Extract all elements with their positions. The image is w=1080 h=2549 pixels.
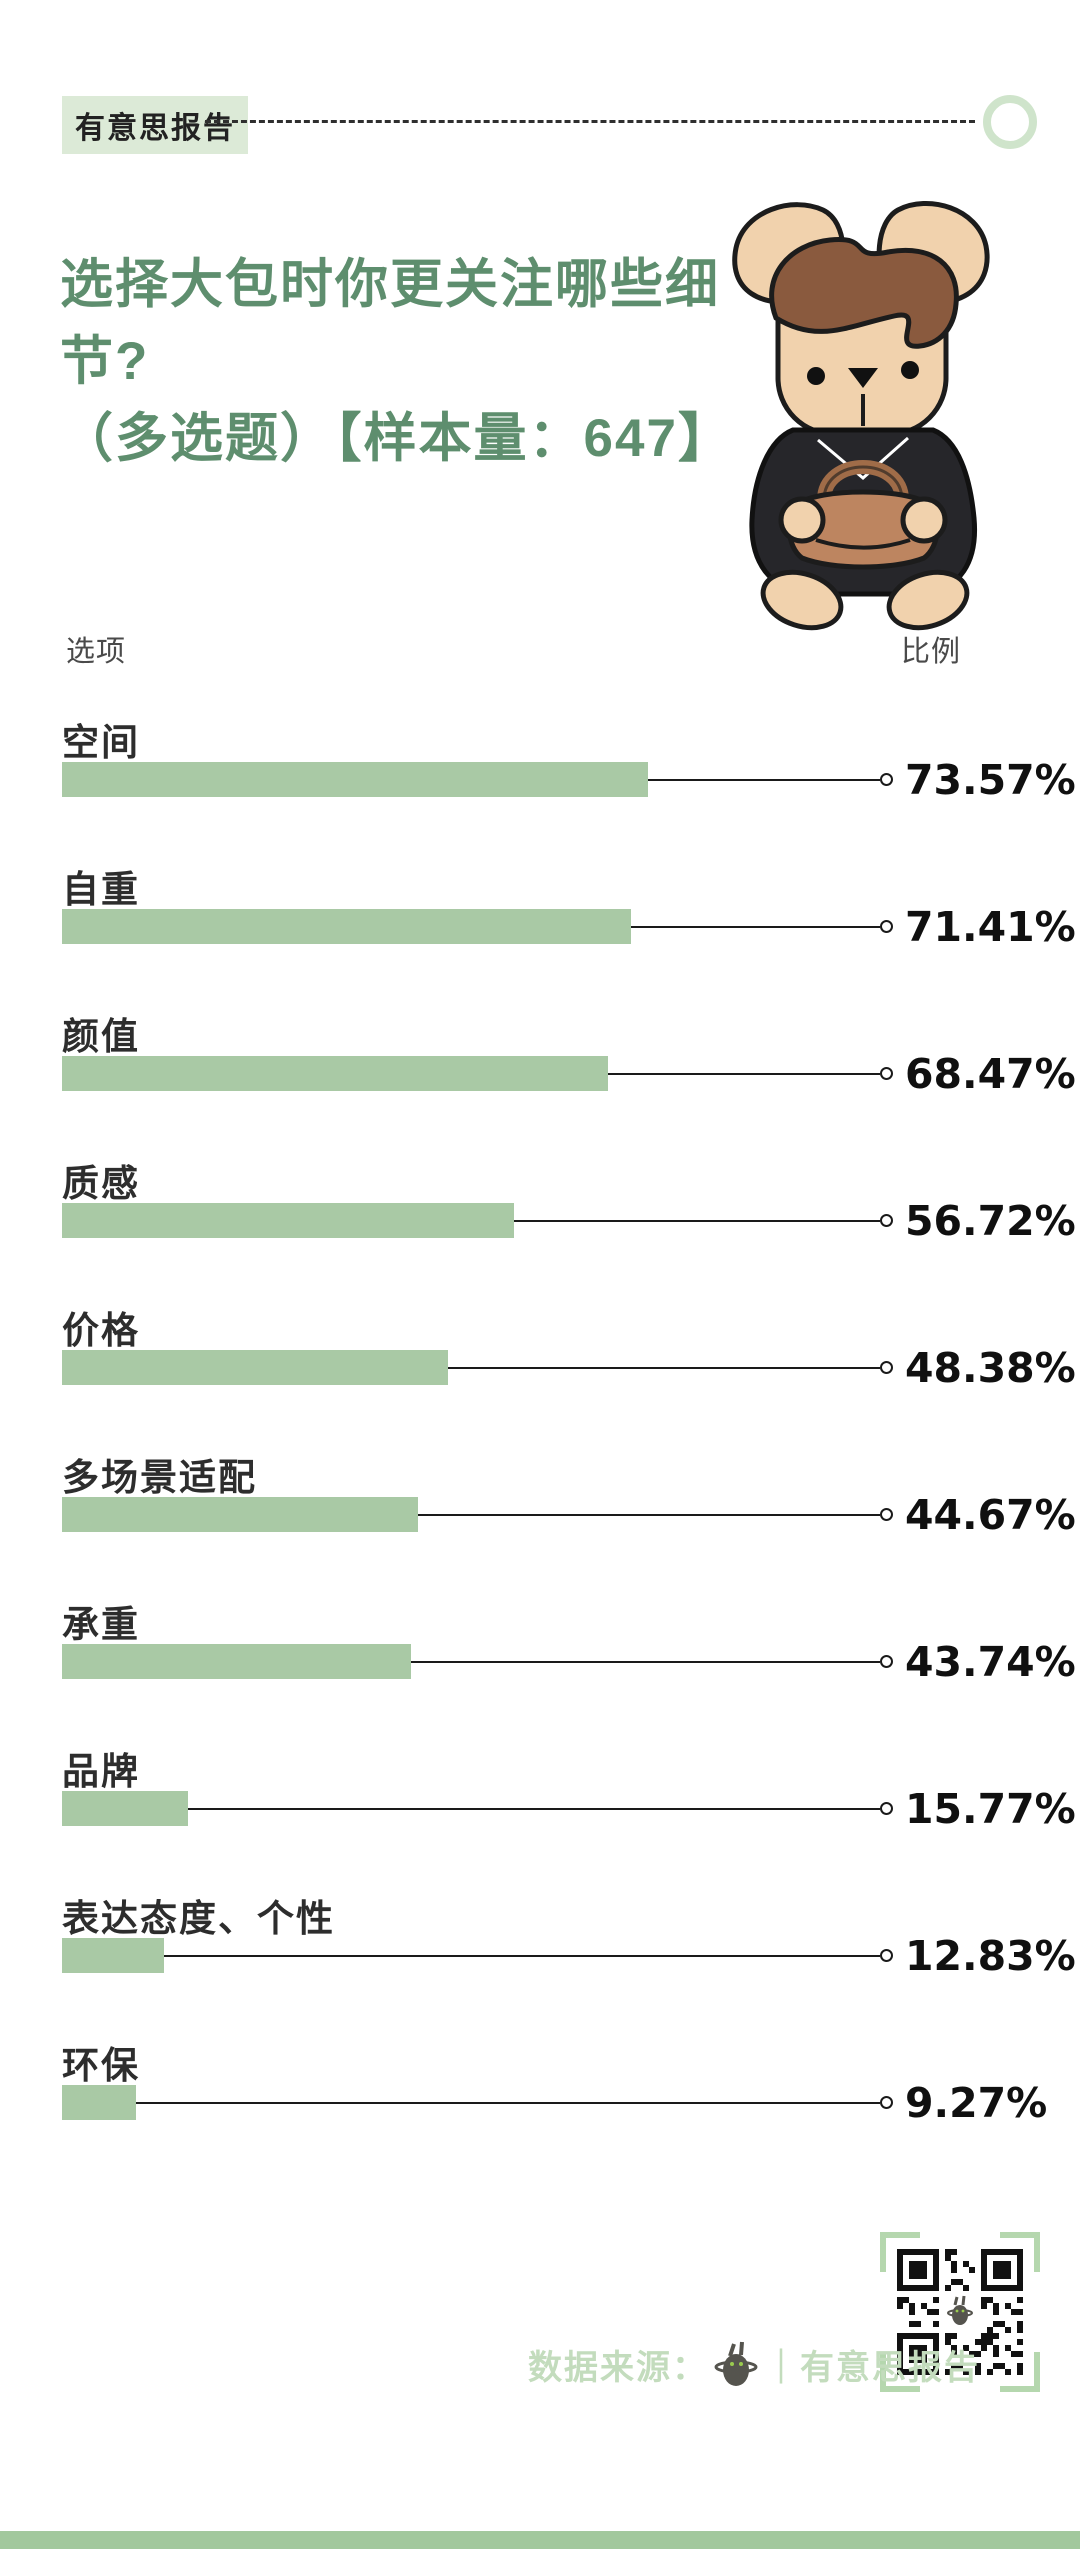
source-label: 数据来源： xyxy=(528,2348,708,2387)
circle-ring-icon xyxy=(983,95,1037,149)
bar xyxy=(62,762,648,797)
qr-code-block xyxy=(880,2232,1040,2392)
bar-track xyxy=(62,2085,893,2120)
bottom-accent-strip xyxy=(0,2531,1080,2549)
bar-category-label: 价格 xyxy=(62,1310,140,1351)
qr-code xyxy=(897,2249,1023,2375)
leader-line xyxy=(608,1072,880,1075)
source-name: ｜有意思报告 xyxy=(764,2348,980,2387)
leader-dot-icon xyxy=(880,920,893,933)
leader-dot-icon xyxy=(880,1802,893,1815)
bar-track xyxy=(62,1644,893,1679)
leader-dot-icon xyxy=(880,1508,893,1521)
footer-source: 数据来源： ｜有意思报告 xyxy=(528,2340,980,2388)
bar-track xyxy=(62,1938,893,1973)
leader-line xyxy=(648,778,880,781)
bar-category-label: 自重 xyxy=(62,869,140,910)
bar-row: 品牌 15.77% xyxy=(0,1739,1080,1886)
qr-bracket-icon xyxy=(880,2352,920,2392)
leader-line xyxy=(514,1219,880,1222)
bar xyxy=(62,1203,514,1238)
leader-dot-icon xyxy=(880,1949,893,1962)
bar-row: 颜值 68.47% xyxy=(0,1004,1080,1151)
report-badge: 有意思报告 xyxy=(62,96,248,154)
bar xyxy=(62,1644,411,1679)
bar xyxy=(62,1350,448,1385)
leader-line xyxy=(136,2101,880,2104)
bar-row: 质感 56.72% xyxy=(0,1151,1080,1298)
leader-dot-icon xyxy=(880,1361,893,1374)
leader-line xyxy=(188,1807,880,1810)
bar xyxy=(62,1791,188,1826)
bar-value-label: 43.74% xyxy=(905,1637,1076,1686)
qr-bracket-icon xyxy=(880,2232,920,2272)
leader-dot-icon xyxy=(880,1067,893,1080)
bar xyxy=(62,2085,136,2120)
bar-value-label: 44.67% xyxy=(905,1490,1076,1539)
bar xyxy=(62,1056,608,1091)
title-line-1: 选择大包时你更关注哪些细节? xyxy=(60,255,720,391)
bar-category-label: 品牌 xyxy=(62,1751,140,1792)
bar xyxy=(62,909,631,944)
rabbit-logo-icon xyxy=(714,2341,758,2386)
bar-category-label: 表达态度、个性 xyxy=(62,1898,335,1939)
bar-category-label: 多场景适配 xyxy=(62,1457,257,1498)
bar-value-label: 68.47% xyxy=(905,1049,1076,1098)
leader-dot-icon xyxy=(880,1655,893,1668)
bar-category-label: 颜值 xyxy=(62,1016,140,1057)
bar-category-label: 空间 xyxy=(62,722,140,763)
bar-track xyxy=(62,762,893,797)
bar-row: 自重 71.41% xyxy=(0,857,1080,1004)
bar-row: 空间 73.57% xyxy=(0,710,1080,857)
bar-row: 价格 48.38% xyxy=(0,1298,1080,1445)
leader-line xyxy=(164,1954,880,1957)
bar-value-label: 73.57% xyxy=(905,755,1076,804)
qr-bracket-icon xyxy=(1000,2232,1040,2272)
rabbit-mascot-illustration xyxy=(732,201,990,631)
column-header-ratio: 比例 xyxy=(901,636,962,668)
title-line-2: （多选题）【样本量：647】 xyxy=(60,409,733,468)
bar-track xyxy=(62,1203,893,1238)
leader-line xyxy=(411,1660,880,1663)
bar xyxy=(62,1938,164,1973)
leader-line xyxy=(631,925,880,928)
page-title: 选择大包时你更关注哪些细节? （多选题）【样本量：647】 xyxy=(60,246,760,477)
bar-row: 表达态度、个性 12.83% xyxy=(0,1886,1080,2033)
bar-row: 承重 43.74% xyxy=(0,1592,1080,1739)
dashed-divider xyxy=(205,120,975,123)
leader-dot-icon xyxy=(880,1214,893,1227)
leader-dot-icon xyxy=(880,2096,893,2109)
column-header-option: 选项 xyxy=(66,636,127,668)
bar-value-label: 9.27% xyxy=(905,2078,1048,2127)
bar-value-label: 56.72% xyxy=(905,1196,1076,1245)
bar-row: 多场景适配 44.67% xyxy=(0,1445,1080,1592)
qr-bracket-icon xyxy=(1000,2352,1040,2392)
bar-value-label: 15.77% xyxy=(905,1784,1076,1833)
leader-line xyxy=(418,1513,880,1516)
bar-value-label: 71.41% xyxy=(905,902,1076,951)
bar-track xyxy=(62,1791,893,1826)
bar-track xyxy=(62,1497,893,1532)
bar-track xyxy=(62,1056,893,1091)
bar-track xyxy=(62,1350,893,1385)
bar-value-label: 12.83% xyxy=(905,1931,1076,1980)
bar-rows: 空间 73.57% 自重 71.41% 颜值 xyxy=(0,710,1080,2180)
bar-category-label: 承重 xyxy=(62,1604,140,1645)
bar-value-label: 48.38% xyxy=(905,1343,1076,1392)
bar-row: 环保 9.27% xyxy=(0,2033,1080,2180)
leader-line xyxy=(448,1366,880,1369)
leader-dot-icon xyxy=(880,773,893,786)
bar xyxy=(62,1497,418,1532)
bar-track xyxy=(62,909,893,944)
bar-category-label: 质感 xyxy=(62,1163,140,1204)
bar-category-label: 环保 xyxy=(62,2045,140,2086)
